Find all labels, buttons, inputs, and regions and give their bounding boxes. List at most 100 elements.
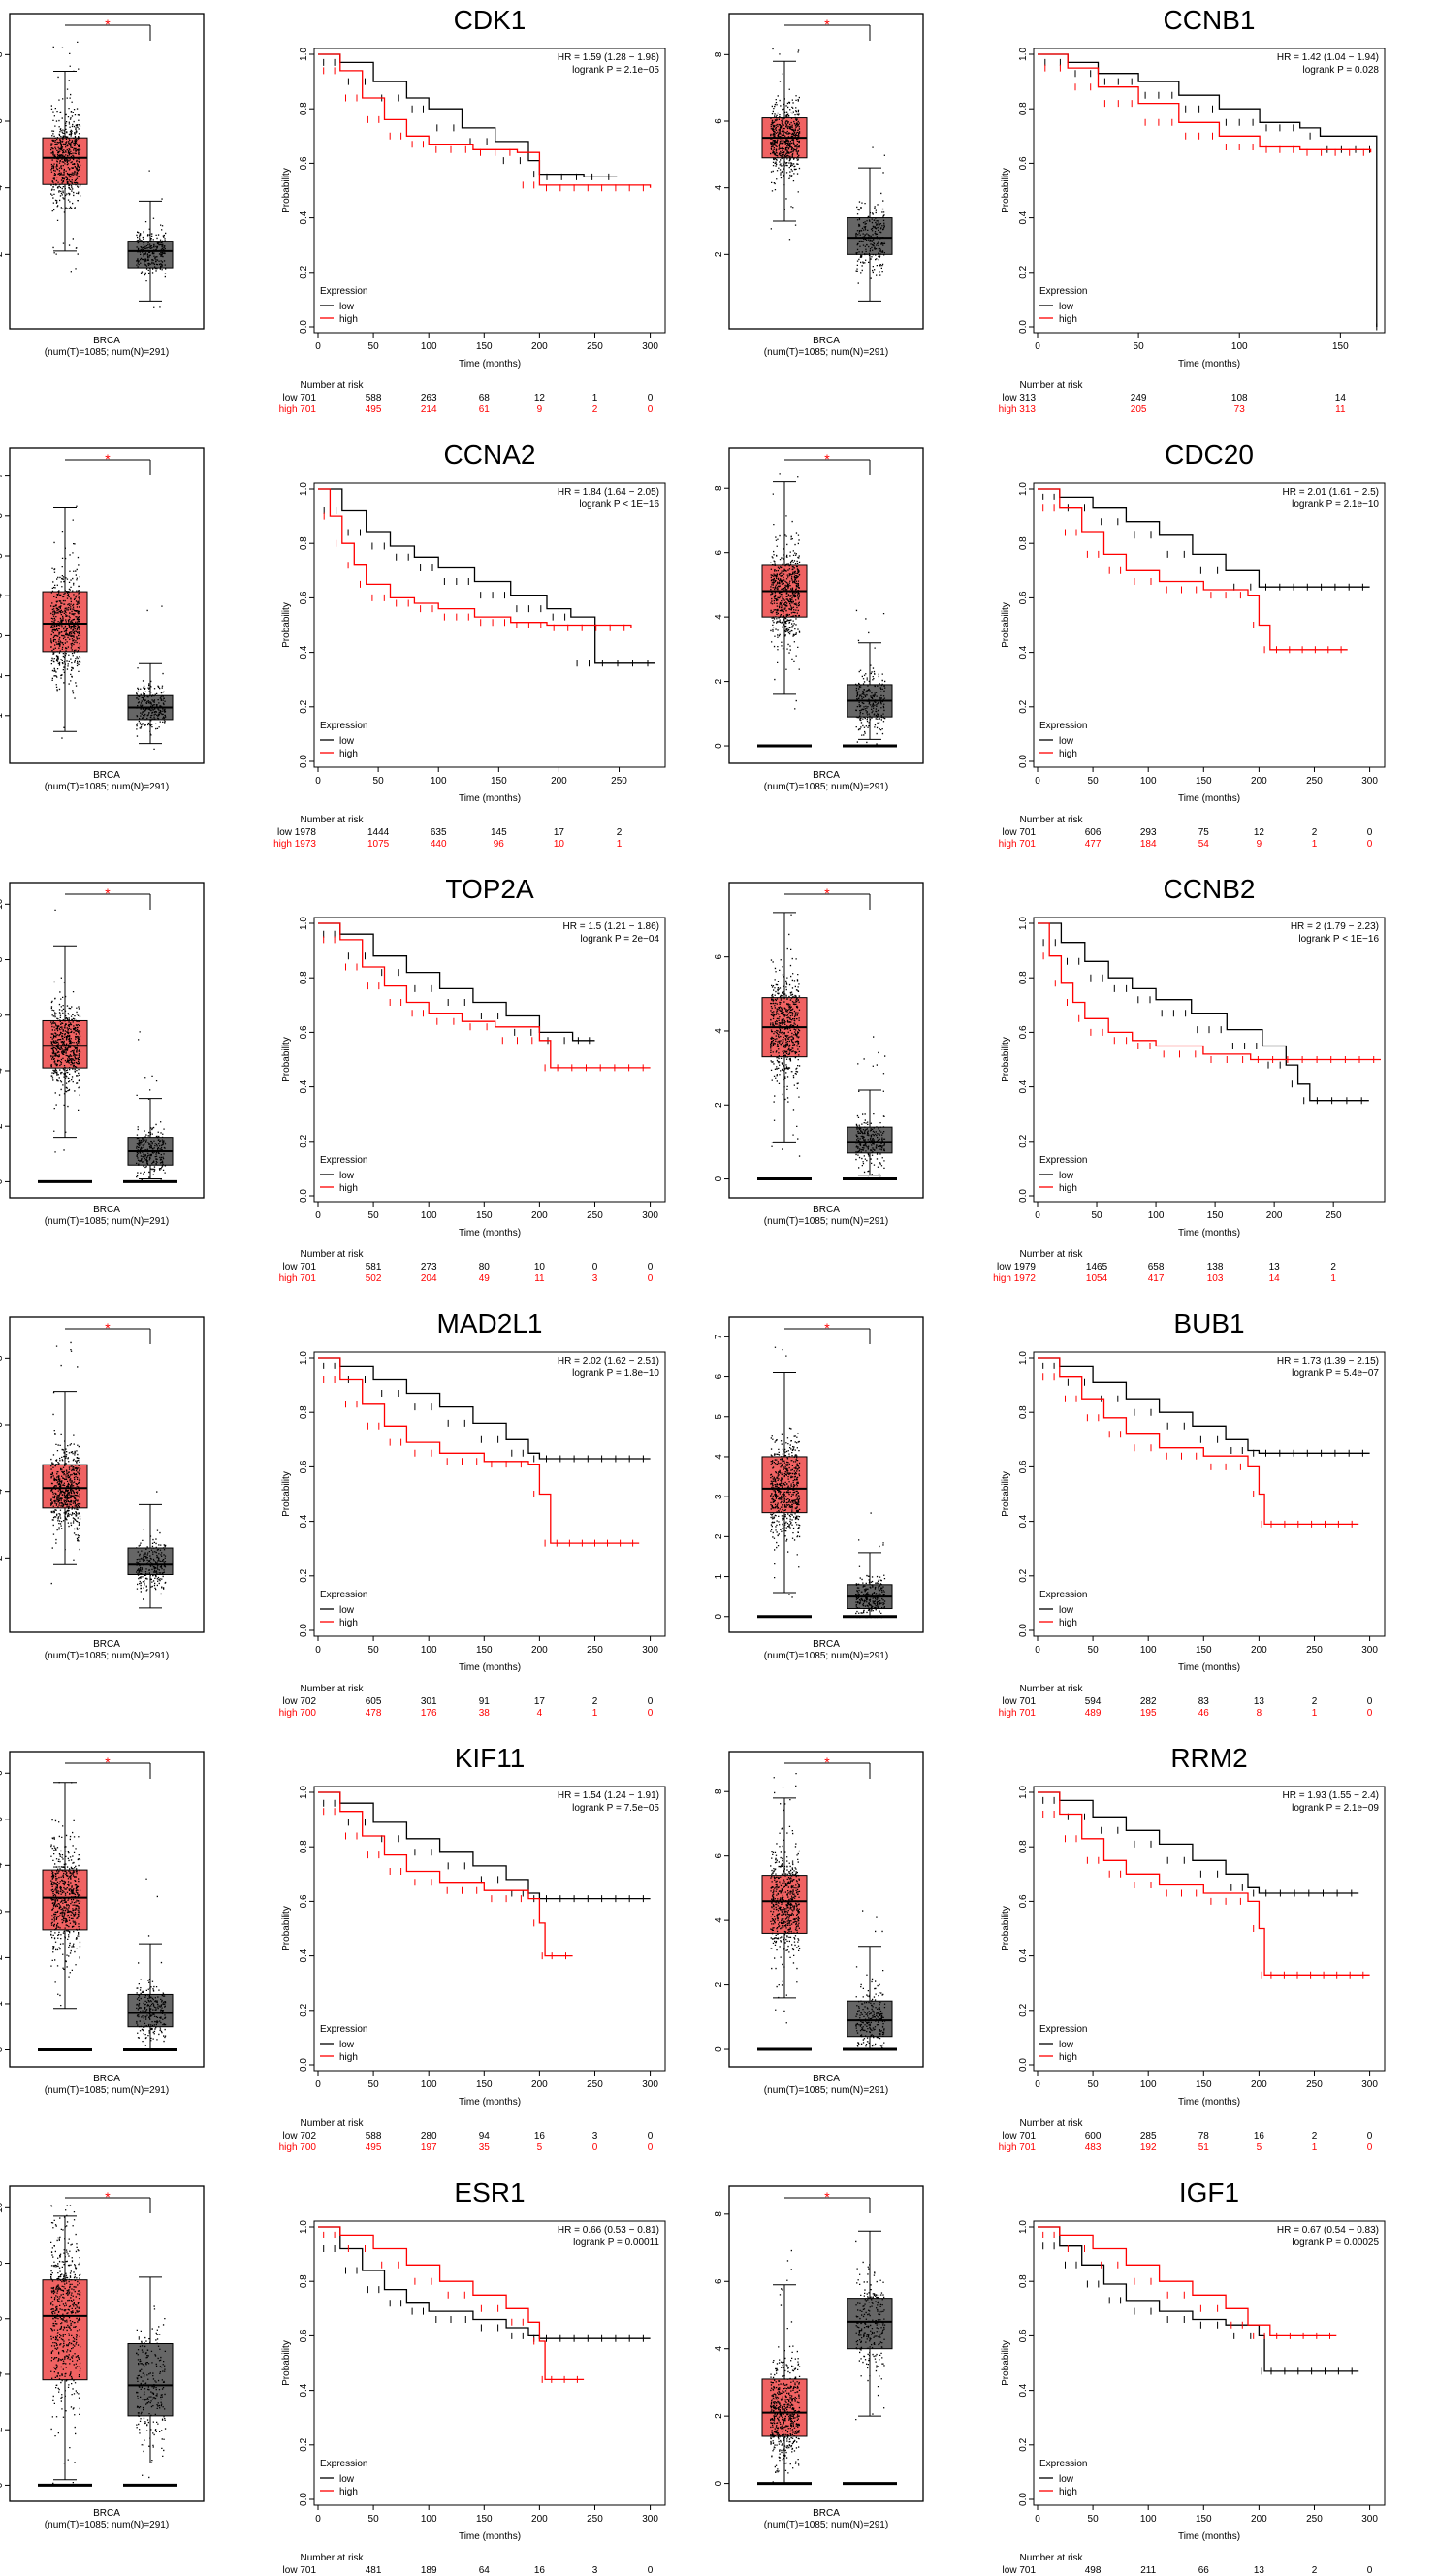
box-y-tick-label: 6	[714, 549, 724, 555]
box-plot-frame	[728, 882, 924, 1199]
legend-high-label: high	[1059, 1618, 1077, 1628]
box-plot-frame	[728, 447, 924, 764]
km-x-tick-label: 300	[1361, 2079, 1378, 2090]
box-y-tick-label: 1	[0, 713, 5, 719]
risk-low-count: 0	[1367, 2131, 1373, 2141]
significance-star: *	[824, 16, 830, 32]
significance-star: *	[105, 2189, 111, 2205]
km-x-tick-label: 250	[1306, 776, 1323, 787]
km-censor-marks-high	[1042, 2231, 1330, 2339]
risk-low-prefix: low 701	[1003, 1696, 1037, 1707]
km-curve-high	[1038, 1357, 1359, 1526]
normal-jitter-points	[855, 1512, 886, 1619]
km-x-tick-label: 0	[315, 2514, 321, 2525]
tumor-jitter-points	[770, 2249, 801, 2484]
risk-high-count: 0	[592, 2142, 598, 2153]
km-x-tick-label: 300	[642, 1645, 658, 1656]
risk-low-count: 2	[1330, 1262, 1336, 1272]
risk-high-count: 204	[421, 1273, 437, 1284]
km-censor-marks-low	[1042, 2242, 1353, 2375]
km-x-tick-label: 100	[421, 1210, 437, 1221]
hazard-ratio: HR = 1.84 (1.64 − 2.05)	[558, 487, 659, 498]
box-count-label: (num(T)=1085; num(N)=291)	[764, 1216, 888, 1227]
risk-low-count: 94	[479, 2131, 491, 2141]
box-y-tick-label: 3	[0, 1909, 5, 1915]
box-dataset-label: BRCA	[813, 2508, 840, 2519]
significance-star: *	[105, 16, 111, 32]
km-y-axis-label: Probability	[281, 1906, 292, 1951]
km-x-axis-label: Time (months)	[459, 2531, 521, 2542]
gene-title: CCNA2	[444, 439, 536, 469]
risk-high-count: 0	[648, 2142, 654, 2153]
km-y-tick-label: 1.0	[1018, 482, 1029, 496]
km-y-tick-label: 0.0	[1018, 2058, 1029, 2072]
km-y-tick-label: 0.0	[299, 320, 309, 334]
hazard-ratio: HR = 1.93 (1.55 − 2.4)	[1282, 1790, 1379, 1801]
km-y-tick-label: 0.6	[1018, 1460, 1029, 1473]
risk-low-count: 588	[366, 393, 382, 403]
box-y-tick-label: 4	[714, 1028, 724, 1034]
legend-high-label: high	[1059, 1183, 1077, 1194]
km-y-tick-label: 1.0	[299, 482, 309, 496]
km-y-tick-label: 1.0	[299, 48, 309, 61]
box-count-label: (num(T)=1085; num(N)=291)	[764, 347, 888, 358]
box-y-tick-label: 8	[0, 956, 5, 962]
risk-low-count: 3	[592, 2131, 598, 2141]
risk-table-title: Number at risk	[1019, 815, 1083, 825]
significance-star: *	[105, 886, 111, 901]
km-x-tick-label: 150	[476, 2514, 493, 2525]
box-y-tick-label: 2	[0, 1555, 5, 1561]
risk-table-title: Number at risk	[300, 1249, 364, 1260]
risk-high-count: 35	[479, 2142, 491, 2153]
km-y-tick-label: 0.4	[1018, 1514, 1029, 1528]
risk-low-count: 0	[648, 1262, 654, 1272]
risk-low-count: 17	[534, 1696, 546, 1707]
km-x-tick-label: 300	[1361, 1645, 1378, 1656]
risk-table-title: Number at risk	[300, 1684, 364, 1694]
risk-low-count: 249	[1131, 393, 1147, 403]
km-x-tick-label: 0	[315, 776, 321, 787]
km-y-tick-label: 0.2	[299, 265, 309, 278]
km-y-tick-label: 1.0	[299, 2220, 309, 2234]
km-x-tick-label: 300	[642, 2514, 658, 2525]
box-y-tick-label: 2	[714, 1102, 724, 1108]
risk-low-count: 13	[1254, 2565, 1265, 2576]
km-x-tick-label: 300	[1361, 2514, 1378, 2525]
logrank-p: logrank P < 1E−16	[1298, 934, 1379, 945]
legend-high-label: high	[1059, 2487, 1077, 2497]
significance-star: *	[824, 2189, 830, 2205]
km-x-tick-label: 50	[1134, 341, 1145, 352]
km-curve-low	[1038, 922, 1369, 1102]
km-x-tick-label: 150	[476, 2079, 493, 2090]
box-y-tick-label: 8	[714, 2211, 724, 2217]
risk-low-count: 293	[1140, 827, 1157, 838]
km-x-tick-label: 0	[315, 2079, 321, 2090]
km-censor-marks-high	[1042, 1373, 1353, 1528]
legend-title: Expression	[320, 721, 367, 731]
box-plot-frame	[9, 882, 205, 1199]
risk-low-count: 2	[1312, 827, 1318, 838]
km-x-tick-label: 100	[421, 1645, 437, 1656]
km-y-tick-label: 0.6	[1018, 156, 1029, 170]
km-y-axis-label: Probability	[1001, 2340, 1011, 2386]
box-count-label: (num(T)=1085; num(N)=291)	[45, 1651, 169, 1661]
km-x-tick-label: 0	[1035, 2079, 1040, 2090]
risk-high-prefix: high 313	[999, 404, 1037, 415]
risk-low-count: 16	[1254, 2131, 1265, 2141]
legend-title: Expression	[1039, 2024, 1087, 2035]
tumor-jitter-points	[50, 1341, 81, 1585]
km-x-tick-label: 100	[1231, 341, 1248, 352]
box-y-tick-label: 2	[0, 1123, 5, 1129]
panel-ccnb2: 0 2 4 6 * BRCA(num(T)=1085; num(N)=291) CCNB2 0…	[714, 874, 1386, 1284]
box-dataset-label: BRCA	[813, 770, 840, 781]
km-y-tick-label: 0.0	[299, 1624, 309, 1637]
risk-high-count: 1	[1312, 2142, 1318, 2153]
risk-high-count: 103	[1207, 1273, 1224, 1284]
km-x-axis-label: Time (months)	[459, 2097, 521, 2108]
risk-low-count: 138	[1207, 1262, 1224, 1272]
box-y-tick-label: 5	[0, 553, 5, 559]
box-count-label: (num(T)=1085; num(N)=291)	[45, 2085, 169, 2096]
risk-high-count: 483	[1085, 2142, 1102, 2153]
risk-high-count: 197	[421, 2142, 437, 2153]
km-x-tick-label: 250	[1306, 1645, 1323, 1656]
